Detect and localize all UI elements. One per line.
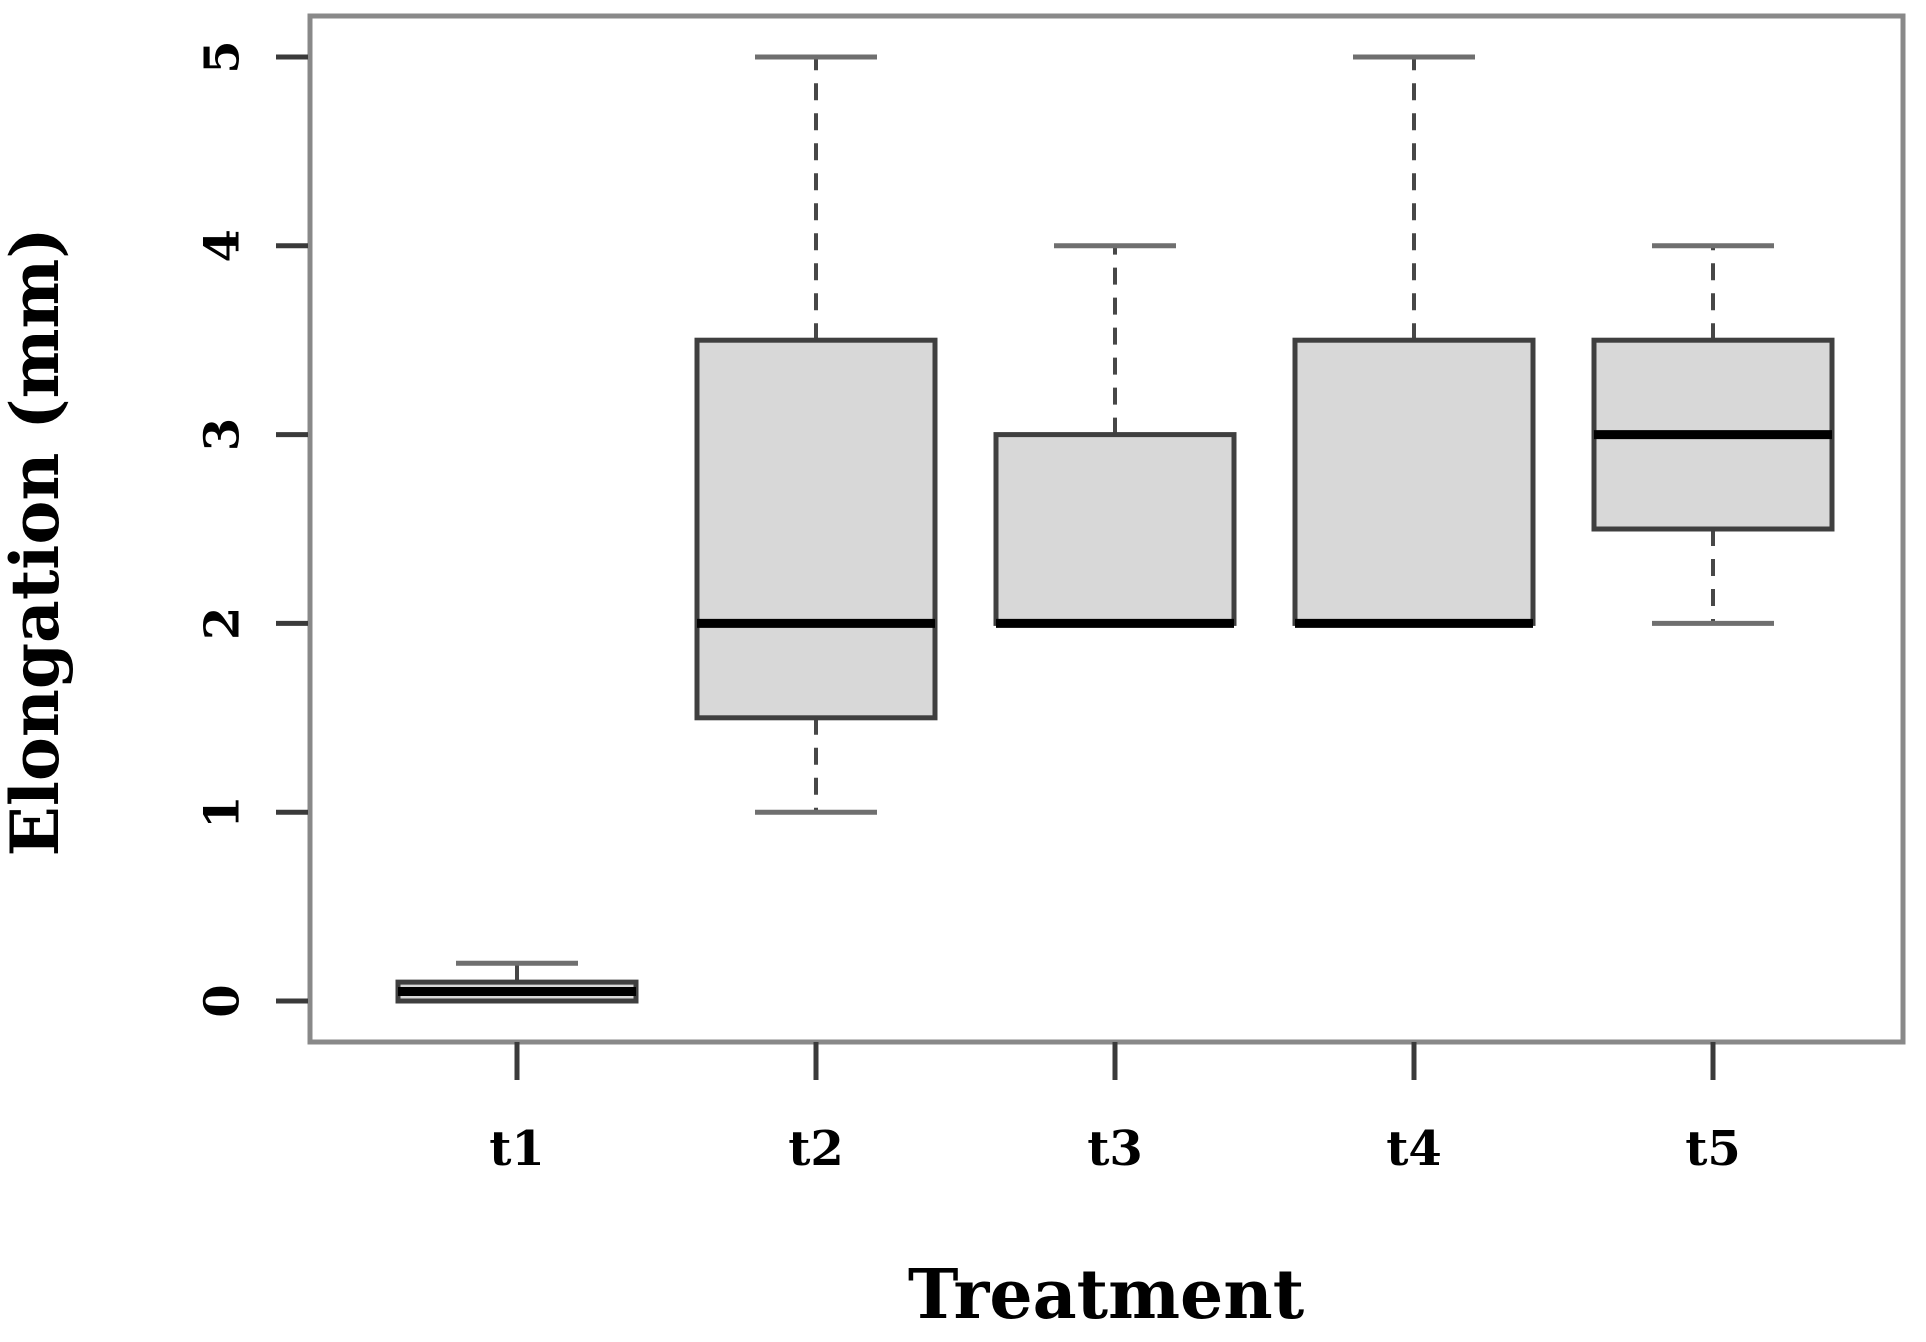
iqr-box-t2 (694, 337, 938, 721)
plot-frame (307, 13, 1906, 1045)
y-tick-label: 3 (195, 418, 251, 451)
box-group-t3 (993, 243, 1237, 628)
x-tick-label-t1: t1 (489, 1121, 545, 1177)
x-tick-label-t3: t3 (1087, 1121, 1143, 1177)
x-tick-label-t2: t2 (788, 1121, 844, 1177)
y-tick-label: 2 (195, 607, 251, 640)
x-tick-label-t4: t4 (1386, 1121, 1442, 1177)
iqr-box-t3 (993, 432, 1237, 626)
y-tick-label: 1 (195, 795, 251, 828)
box-group-t4 (1292, 54, 1536, 628)
x-axis-ticks: t1 t2 t3 t4 t5 (489, 1042, 1741, 1177)
y-tick-label: 4 (195, 229, 251, 262)
box-group-t5 (1591, 243, 1835, 626)
y-axis-ticks: 0 1 2 3 4 5 (195, 40, 308, 1018)
x-axis-title: Treatment (908, 1255, 1305, 1335)
y-axis-title: Elongation (mm) (0, 228, 74, 857)
box-group-t1 (395, 960, 639, 1004)
box-group-t2 (694, 54, 938, 815)
boxplot-boxes (395, 54, 1835, 1004)
y-tick-label: 5 (195, 40, 251, 73)
iqr-box-t4 (1292, 337, 1536, 626)
x-tick-label-t5: t5 (1685, 1121, 1741, 1177)
y-tick-label: 0 (195, 984, 251, 1017)
